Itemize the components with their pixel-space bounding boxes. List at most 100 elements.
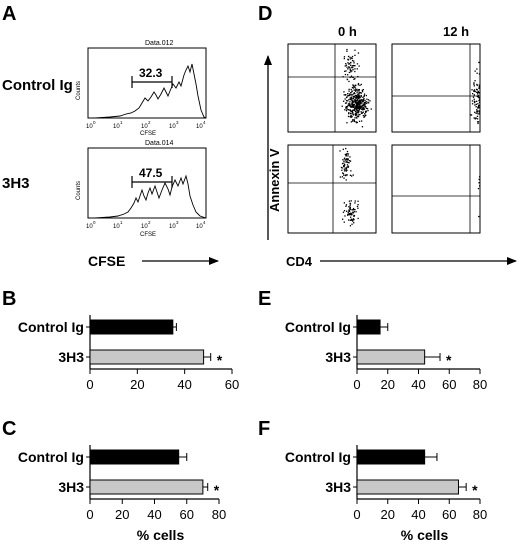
dot-plot [391, 144, 481, 234]
dot-plot-frame [391, 144, 481, 234]
category-label: Control Ig [18, 449, 84, 465]
bar-charts: Control Ig 3H3 * 0 20 40 60 Control Ig 3H3 * 0 20 40… [18, 315, 487, 543]
panel-d-dotplots: 0 h 12 h Annexin V CD4 [264, 24, 517, 269]
panel-letter-b: B [2, 288, 16, 310]
histogram-file-label: Data.014 [145, 140, 174, 147]
dot-cloud [470, 61, 481, 125]
annexin-axis-label: Annexin V [267, 148, 282, 212]
histogram-3h3: Data.014 Counts 47.5 10 0 10 1 10 2 10 3… [76, 140, 207, 238]
dot-plot [391, 43, 481, 133]
x-tick-label: 0 [86, 507, 93, 522]
gate-value: 47.5 [139, 166, 163, 180]
x-tick-label: 20 [381, 507, 395, 522]
column-label-12h: 12 h [443, 24, 469, 39]
tick-base: 10 [141, 224, 148, 230]
bar-chart-e: Control Ig 3H3 * 0 20 40 60 80 [285, 315, 487, 392]
panel-letter-e: E [258, 288, 271, 310]
category-label: 3H3 [325, 479, 351, 495]
x-tick-label: 40 [177, 377, 191, 392]
tick-exponent: 1 [120, 220, 123, 225]
panel-letter-d: D [258, 3, 272, 25]
x-tick-label: 0 [86, 377, 93, 392]
category-label: Control Ig [285, 449, 351, 465]
dot-cloud [339, 147, 359, 227]
histogram-frame [87, 47, 207, 119]
bar [356, 449, 426, 465]
histogram-ticks: 10 0 10 1 10 2 10 3 10 4 [86, 120, 206, 130]
dot-plot [287, 144, 377, 234]
dot-plot-frame [287, 144, 377, 234]
histogram-xlabel: CFSE [140, 232, 156, 238]
column-label-0h: 0 h [338, 24, 357, 39]
tick-base: 10 [113, 224, 120, 230]
x-tick-label: 40 [411, 377, 425, 392]
tick-base: 10 [196, 124, 203, 130]
bar-chart-b: Control Ig 3H3 * 0 20 40 60 [18, 315, 239, 392]
histogram-row-label: 3H3 [2, 175, 30, 192]
histogram-row-label: Control Ig [2, 77, 73, 94]
histogram-trace [94, 63, 207, 119]
category-label: 3H3 [58, 349, 84, 365]
tick-base: 10 [169, 124, 176, 130]
histogram-file-label: Data.012 [145, 40, 174, 47]
significance-marker: * [214, 482, 220, 498]
x-axis-label: % cells [401, 527, 449, 543]
x-tick-label: 40 [411, 507, 425, 522]
tick-exponent: 2 [148, 220, 151, 225]
bar [89, 449, 180, 465]
bar-chart-f: Control Ig 3H3 * 0 20 40 60 80 % cells [285, 445, 487, 543]
tick-base: 10 [86, 224, 93, 230]
dot-plot [287, 43, 377, 133]
cfse-axis-label: CFSE [88, 253, 125, 269]
x-tick-label: 40 [147, 507, 161, 522]
panel-letter-a: A [2, 3, 16, 25]
bar [89, 349, 205, 365]
tick-exponent: 4 [203, 120, 206, 125]
x-tick-label: 60 [225, 377, 239, 392]
x-tick-label: 80 [473, 507, 487, 522]
histogram-ticks: 10 0 10 1 10 2 10 3 10 4 [86, 220, 206, 230]
tick-exponent: 0 [93, 120, 96, 125]
x-tick-label: 0 [353, 377, 360, 392]
x-tick-label: 60 [442, 507, 456, 522]
tick-exponent: 4 [203, 220, 206, 225]
tick-exponent: 3 [176, 120, 179, 125]
dot-plot-frame [287, 43, 377, 133]
tick-base: 10 [113, 124, 120, 130]
x-tick-label: 20 [130, 377, 144, 392]
x-tick-label: 60 [442, 377, 456, 392]
x-tick-label: 80 [473, 377, 487, 392]
histogram-trace [94, 174, 207, 219]
histogram-ylabel: Counts [76, 181, 82, 200]
histogram-xlabel: CFSE [140, 131, 156, 137]
histogram-frame [87, 147, 207, 219]
dot-cloud [341, 48, 372, 128]
x-tick-label: 20 [115, 507, 129, 522]
significance-marker: * [472, 482, 478, 498]
category-label: Control Ig [18, 319, 84, 335]
histogram-ylabel: Counts [76, 81, 82, 100]
dot-plot-frame [391, 43, 481, 133]
significance-marker: * [446, 352, 452, 368]
bar [356, 319, 381, 335]
bar [89, 479, 204, 495]
x-tick-label: 80 [212, 507, 226, 522]
bar [89, 319, 174, 335]
category-label: 3H3 [58, 479, 84, 495]
tick-exponent: 1 [120, 120, 123, 125]
tick-base: 10 [86, 124, 93, 130]
dot-cloud [477, 176, 481, 218]
bar [356, 349, 426, 365]
tick-base: 10 [169, 224, 176, 230]
panel-letter-c: C [2, 418, 16, 440]
tick-base: 10 [141, 124, 148, 130]
category-label: 3H3 [325, 349, 351, 365]
panel-a-histograms: Control Ig 3H3 Data.012 Counts 32.3 10 0… [2, 40, 219, 269]
cd4-axis-label: CD4 [286, 254, 313, 269]
x-tick-label: 60 [180, 507, 194, 522]
bar [356, 479, 459, 495]
significance-marker: * [217, 352, 223, 368]
panel-letter-f: F [258, 418, 270, 440]
tick-exponent: 2 [148, 120, 151, 125]
